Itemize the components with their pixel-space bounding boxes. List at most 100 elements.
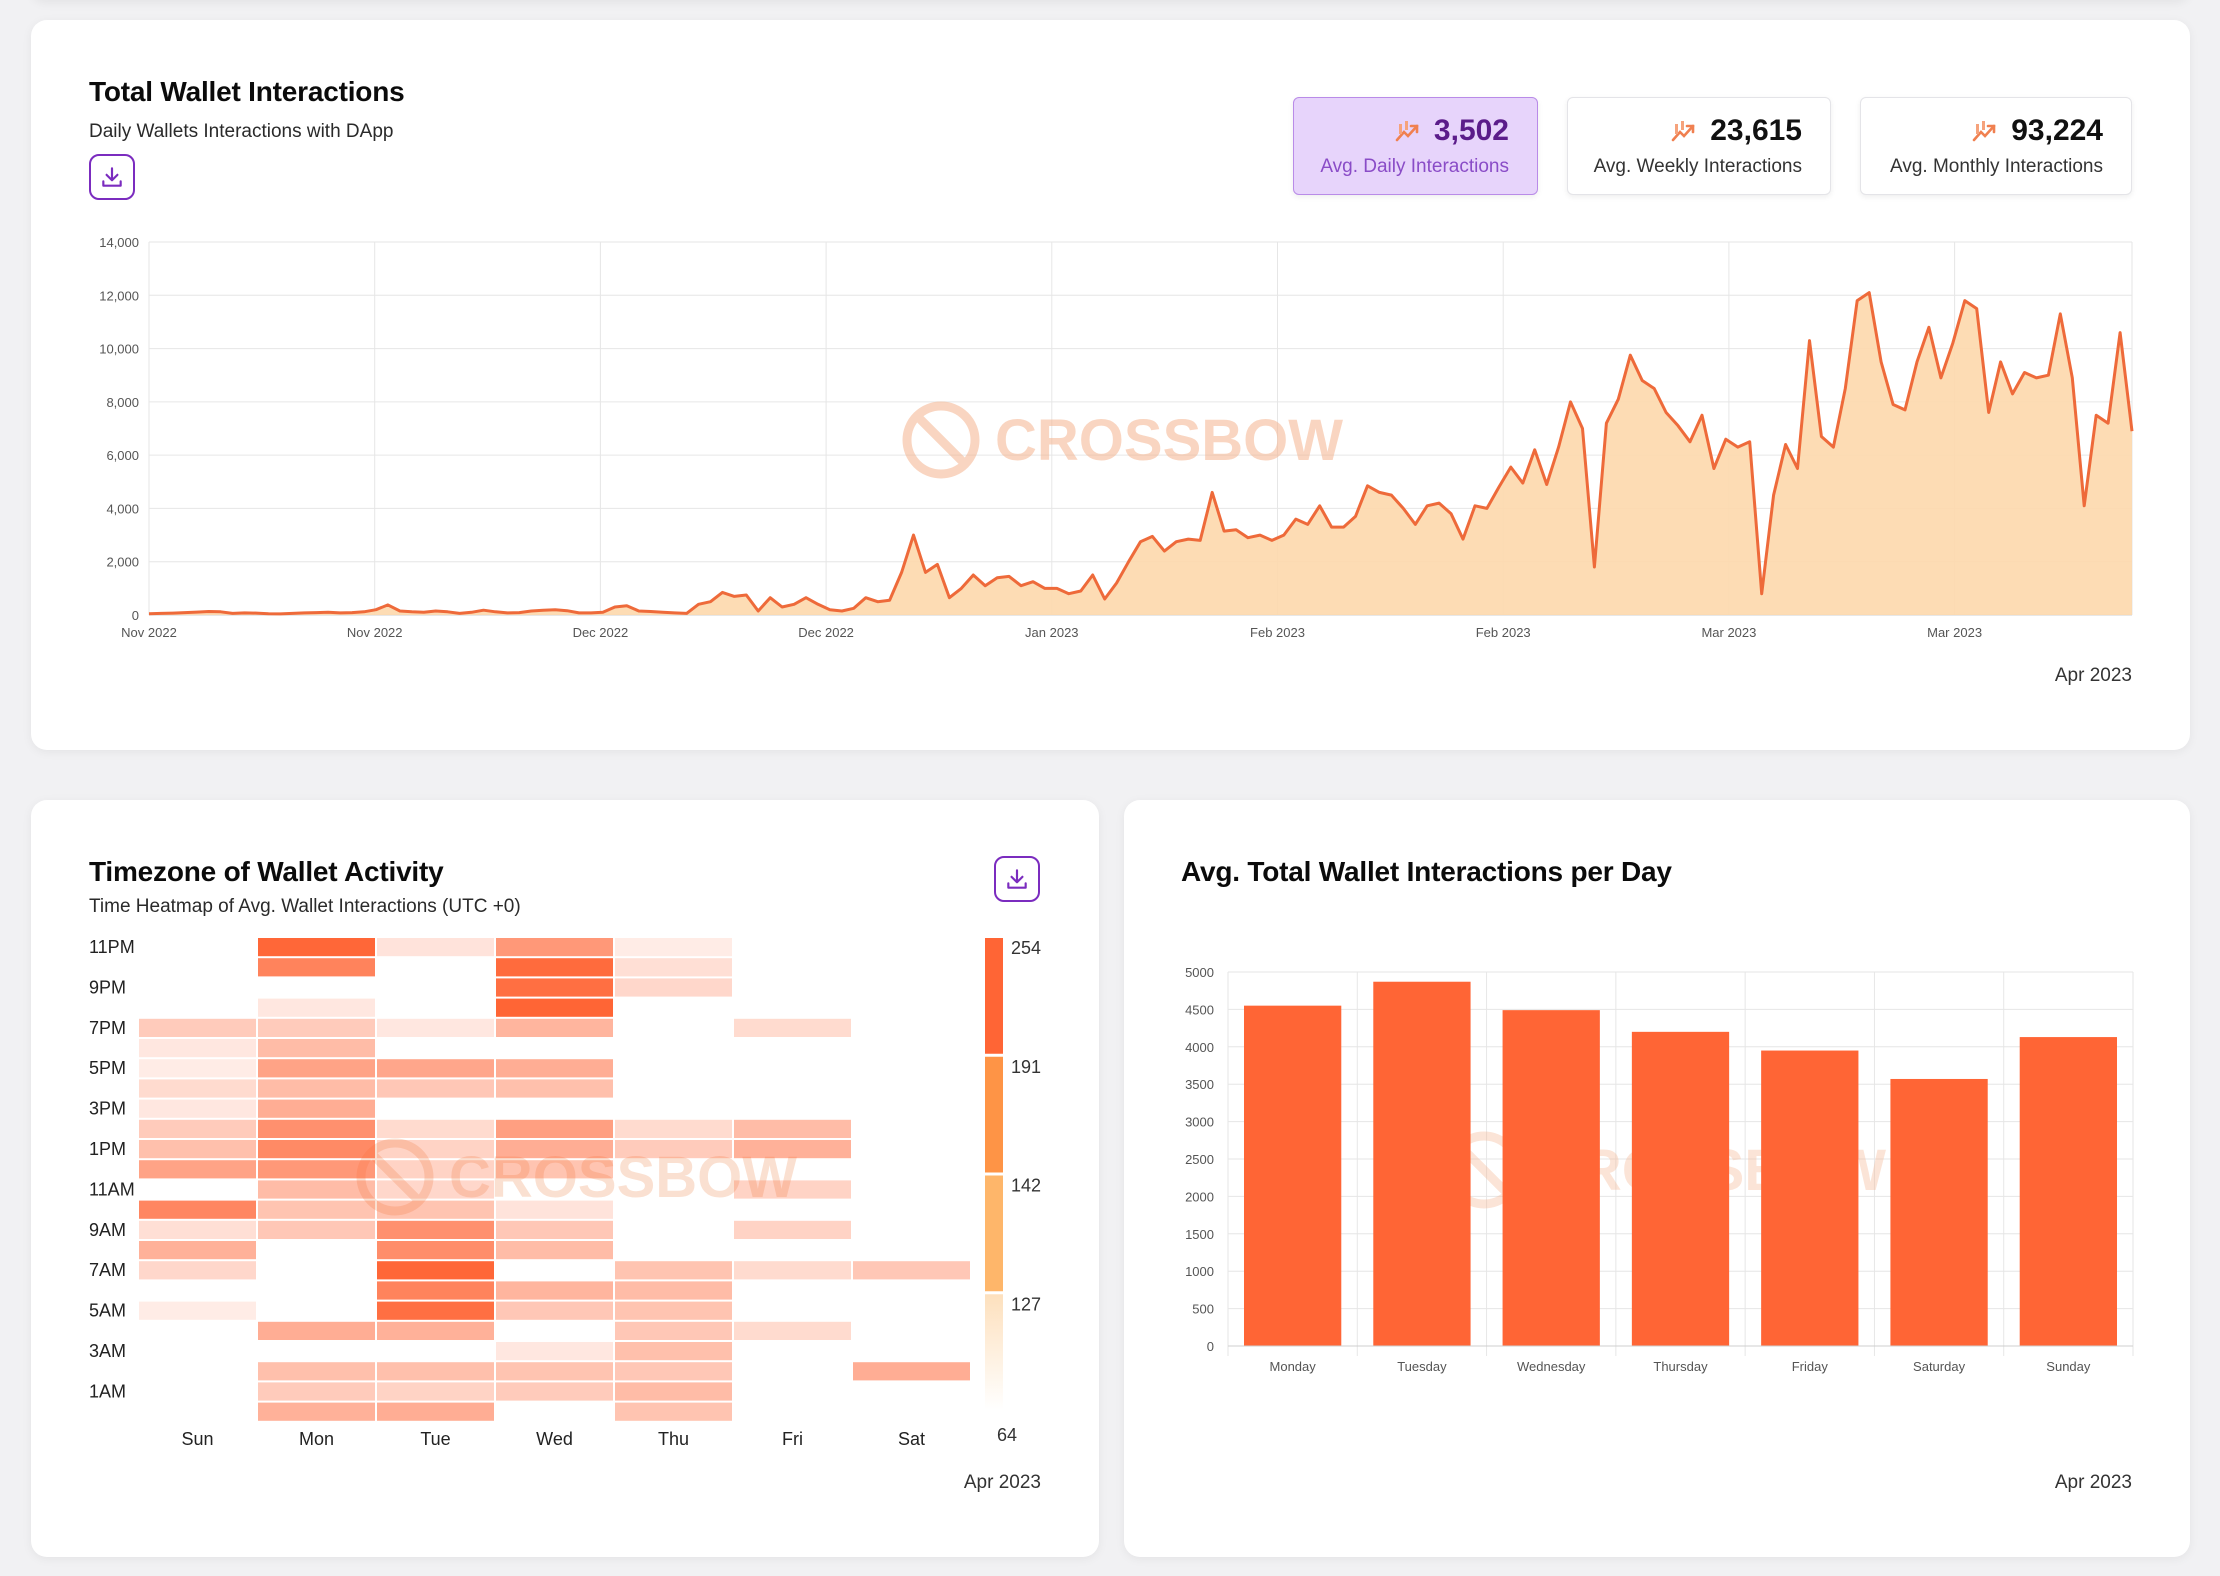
color-scale-label: 127 — [1011, 1294, 1041, 1314]
heatmap-cell — [377, 1059, 494, 1078]
trend-chart-icon — [1671, 121, 1695, 142]
x-tick-label: Saturday — [1913, 1359, 1966, 1374]
y-tick-label: 1AM — [89, 1381, 126, 1401]
y-tick-label: 7PM — [89, 1018, 126, 1038]
total-interactions-chart: 0 2,000 4,000 6,000 8,000 10,000 12,000 14,000 N… — [99, 235, 2134, 640]
y-tick-label: 5000 — [1185, 965, 1214, 980]
bar — [1890, 1078, 1988, 1346]
y-tick-label: 4000 — [1185, 1040, 1214, 1055]
heatmap-cell — [734, 1119, 851, 1138]
card-subtitle: Daily Wallets Interactions with DApp — [89, 121, 394, 142]
x-tick-label: Sat — [898, 1429, 925, 1449]
x-tick-label: Friday — [1792, 1359, 1829, 1374]
download-button[interactable] — [994, 856, 1040, 902]
heatmap-cell — [377, 1079, 494, 1098]
y-tick-label: 10,000 — [99, 342, 139, 357]
heatmap-cell — [734, 1140, 851, 1159]
stat-value: 23,615 — [1710, 114, 1802, 147]
bar — [1502, 1010, 1600, 1346]
timezone-heatmap: CROSSBOW11PM9PM7PM5PM3PM1PM11AM9AM7AM5AM… — [89, 937, 1041, 1449]
heatmap-cell — [496, 1018, 613, 1037]
y-tick-label: 4500 — [1185, 1002, 1214, 1017]
heatmap-cell — [496, 1382, 613, 1401]
heatmap-cell — [258, 998, 375, 1017]
download-icon — [1007, 869, 1027, 889]
card-title: Total Wallet Interactions — [89, 76, 405, 107]
color-scale-segment — [985, 1175, 1003, 1292]
heatmap-cell — [496, 998, 613, 1017]
x-tick-label: Fri — [782, 1429, 803, 1449]
watermark-icon — [911, 410, 969, 468]
stat-avg-weekly[interactable]: 23,615 Avg. Weekly Interactions — [1567, 97, 1831, 195]
heatmap-cell — [615, 1342, 732, 1361]
heatmap-cell — [139, 1200, 256, 1219]
heatmap-cell — [258, 1200, 375, 1219]
stat-avg-daily[interactable]: 3,502 Avg. Daily Interactions — [1293, 97, 1538, 195]
y-tick-label: 1PM — [89, 1139, 126, 1159]
heatmap-cell — [258, 938, 375, 957]
y-tick-label: 14,000 — [99, 235, 139, 250]
x-tick-label: Tuesday — [1397, 1359, 1447, 1374]
y-tick-label: 7AM — [89, 1260, 126, 1280]
heatmap-cell — [615, 958, 732, 977]
heatmap-cell — [139, 1301, 256, 1320]
y-tick-label: 9AM — [89, 1220, 126, 1240]
bar — [1373, 981, 1471, 1346]
heatmap-cell — [258, 1018, 375, 1037]
x-tick-label: Feb 2023 — [1476, 625, 1531, 640]
y-tick-label: 2000 — [1185, 1189, 1214, 1204]
y-tick-label: 1000 — [1185, 1264, 1214, 1279]
trend-chart-icon — [1395, 121, 1419, 142]
heatmap-cell — [139, 1160, 256, 1179]
x-tick-label: Feb 2023 — [1250, 625, 1305, 640]
x-tick-label: Wed — [536, 1429, 573, 1449]
period-label: Apr 2023 — [2054, 1472, 2132, 1493]
total-wallet-interactions-card: Total Wallet Interactions Daily Wallets … — [31, 20, 2190, 750]
y-tick-label: 500 — [1192, 1302, 1214, 1317]
period-label: Apr 2023 — [963, 1472, 1041, 1493]
heatmap-cell — [615, 978, 732, 997]
heatmap-cell — [734, 1220, 851, 1239]
y-tick-label: 1500 — [1185, 1227, 1214, 1242]
heatmap-cell — [139, 1018, 256, 1037]
x-tick-label: Nov 2022 — [121, 625, 177, 640]
heatmap-cell — [139, 1220, 256, 1239]
heatmap-cell — [496, 1342, 613, 1361]
heatmap-cell — [377, 1220, 494, 1239]
heatmap-cell — [615, 1321, 732, 1340]
heatmap-cell — [496, 1241, 613, 1260]
bar — [2019, 1037, 2117, 1346]
heatmap-cell — [377, 1321, 494, 1340]
heatmap-cell — [615, 1402, 732, 1421]
color-scale-segment — [985, 1294, 1003, 1410]
heatmap-cell — [377, 1241, 494, 1260]
heatmap-cell — [258, 1099, 375, 1118]
x-tick-label: Mar 2023 — [1927, 625, 1982, 640]
heatmap-cell — [139, 1241, 256, 1260]
heatmap-cell — [377, 1200, 494, 1219]
heatmap-cell — [377, 1140, 494, 1159]
download-button[interactable] — [89, 154, 135, 200]
heatmap-cell — [496, 958, 613, 977]
color-scale-label: 254 — [1011, 938, 1041, 958]
heatmap-cell — [258, 958, 375, 977]
heatmap-cell — [615, 1301, 732, 1320]
stat-avg-monthly[interactable]: 93,224 Avg. Monthly Interactions — [1860, 97, 2132, 195]
y-tick-label: 4,000 — [106, 501, 139, 516]
heatmap-cell — [139, 1119, 256, 1138]
y-tick-label: 0 — [1207, 1339, 1214, 1354]
heatmap-cell — [496, 1059, 613, 1078]
color-scale-label: 64 — [997, 1425, 1017, 1445]
heatmap-cell — [139, 1099, 256, 1118]
heatmap-cell — [377, 1362, 494, 1381]
heatmap-cell — [377, 1301, 494, 1320]
card-title: Avg. Total Wallet Interactions per Day — [1181, 856, 1672, 887]
stat-label: Avg. Weekly Interactions — [1593, 156, 1802, 177]
heatmap-cell — [258, 1220, 375, 1239]
heatmap-cell — [615, 1362, 732, 1381]
stat-value: 93,224 — [2011, 114, 2103, 147]
heatmap-cell — [615, 1140, 732, 1159]
card-subtitle: Time Heatmap of Avg. Wallet Interactions… — [89, 896, 521, 917]
y-tick-label: 5PM — [89, 1058, 126, 1078]
heatmap-cell — [496, 978, 613, 997]
